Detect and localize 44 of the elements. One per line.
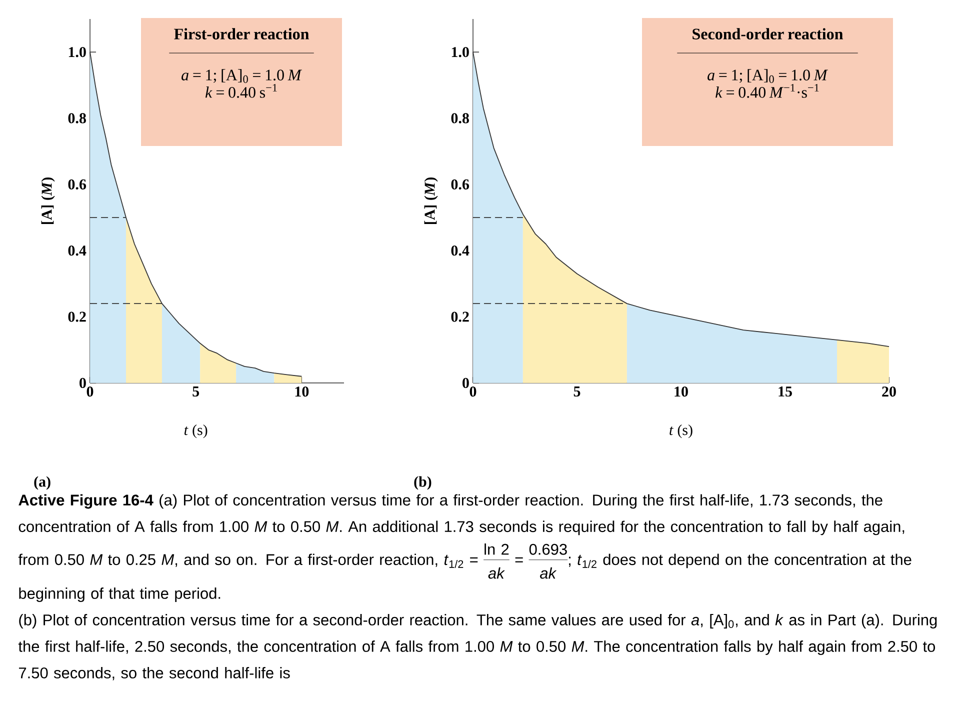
text: concentration of A falls from 1.00 M to 0.50 M. An additional 1.73 seconds is required for the concentration to fall by half again, xyxy=(18,520,904,536)
text: Active Figure 16-4 (a) Plot of concentration versus time for a first-order reaction. During the first half-life, 1.73 seconds, the xyxy=(18,494,882,509)
y-tick-label: 0.4 xyxy=(451,246,470,256)
y-tick-label: 0 xyxy=(462,378,469,388)
y-tick-label: 0.8 xyxy=(68,113,86,124)
x-tick-label: 10 xyxy=(295,386,309,397)
y-tick-label: 0.6 xyxy=(451,179,470,190)
y-tick-label: 0.6 xyxy=(68,179,86,190)
x-tick-label: 10 xyxy=(674,386,688,397)
x-tick-label: 0 xyxy=(86,386,94,397)
y-tick-label: 0.8 xyxy=(451,113,469,124)
text: beginning of that time period. xyxy=(19,588,220,602)
text: (a) xyxy=(34,476,50,490)
x-tick-label: 5 xyxy=(192,386,200,396)
y-tick-label: 1.0 xyxy=(452,46,469,58)
y-tick-label: 0 xyxy=(80,378,86,388)
text: t$_{1/2}$ = xyxy=(444,554,478,568)
y-tick-label: 0.4 xyxy=(68,246,86,256)
chart-title: Second-order reaction xyxy=(692,28,844,40)
text: 0.693 xyxy=(529,544,567,555)
text: ln 2 xyxy=(484,543,509,555)
text: ak xyxy=(540,567,557,579)
annotation: k = 0.40 s$^{−1}$ xyxy=(205,84,277,98)
x-axis-title: t (s) xyxy=(184,424,208,438)
x-axis-title: t (s) xyxy=(670,424,692,438)
x-tick-label: 5 xyxy=(574,386,580,396)
chart-title: First-order reaction xyxy=(174,28,310,40)
y-axis-title: [A] (M) xyxy=(41,177,55,224)
x-tick-label: 15 xyxy=(778,386,792,397)
y-axis-title: [A] (M) xyxy=(424,177,438,224)
annotation: a = 1; [A]$_{0}$ = 1.0 M xyxy=(182,69,302,83)
annotation: a = 1; [A]$_{0}$ = 1.0 M xyxy=(708,69,828,83)
text: from 0.50 M to 0.25 M, and so on. For a first-order reaction, xyxy=(18,554,438,567)
text: (b) Plot of concentration versus time for a second-order reaction. The same values are used for a, [A]$_{0}$, and k as in Part (a). During the first half-life, 2.50 seconds, the concentration of A falls from 1.00 M to 0.50 M. The concentration falls by half again from 2.50 to 7.50 seconds, so the second half-life is xyxy=(18,614,937,680)
text: ak xyxy=(488,567,505,579)
text: = xyxy=(515,557,523,562)
text: ; t$_{1/2}$ does not depend on the concentration at the xyxy=(568,554,912,568)
x-tick-label: 20 xyxy=(882,386,896,397)
x-tick-label: 0 xyxy=(470,386,476,397)
y-tick-label: 1.0 xyxy=(68,46,86,58)
annotation: k = 0.40 M$^{−1}$·s$^{−1}$ xyxy=(716,84,819,98)
y-tick-label: 0.2 xyxy=(451,312,469,322)
y-tick-label: 0.2 xyxy=(68,312,86,322)
text: (b) xyxy=(414,476,432,490)
